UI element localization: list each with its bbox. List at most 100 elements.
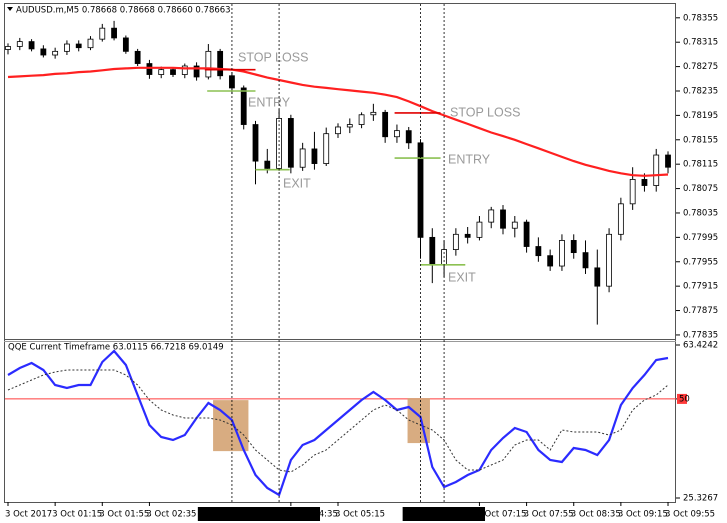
candle-body [535,246,542,257]
candle-body [523,221,530,247]
candle-body [464,233,471,238]
cursor-label-box [238,507,321,521]
y-tick-label: 0.77915 [683,282,718,292]
candle-body [299,148,306,168]
candle-body [594,267,601,287]
candle-body [476,221,483,238]
candle-body [511,221,518,229]
candle-body [5,46,11,50]
candle-body [16,41,23,47]
x-tick-label: 3 Oct 09:15 [618,510,668,520]
annotation: EXIT [283,176,311,190]
y-tick-label: 63.4242 [683,341,718,351]
y-tick-label: 0.78155 [683,135,718,145]
candle-body [323,133,330,164]
candle-body [629,179,636,205]
annotation: STOP LOSS [238,50,308,64]
candle-body [240,87,247,125]
x-tick-label: 3 Oct 07:15 [476,510,526,520]
y-tick-label: 0.78115 [683,160,718,170]
candle-body [75,43,82,49]
candle-body [335,126,341,135]
annotation: EXIT [448,270,476,284]
y-tick-label: 0.78315 [683,38,718,48]
cursor-label-text: 2017.10.03 06:45 [406,510,482,520]
candle-body [158,69,165,75]
signal-line [7,369,669,473]
candle-body [582,252,589,269]
candle-body [264,160,271,169]
candle-body [64,43,70,52]
candle-body [181,65,188,75]
y-tick-label: 25.3267 [683,494,718,504]
plot-frame [4,3,676,503]
candle-body [87,38,94,49]
x-tick-label: 3 Oct 01:15 [52,510,102,520]
candle-body [370,111,377,116]
x-tick-label: 3 Oct 08:35 [571,510,621,520]
y-tick-label: 0.77995 [683,233,718,243]
candle-body [394,130,400,138]
cursor-label: 2017.10.03 06:45 [403,507,486,521]
candle-body [52,50,59,56]
y-tick-label: 0.77955 [683,257,718,267]
candle-body [99,27,106,40]
annotation: ENTRY [248,95,291,109]
cursor-label-text: 2017.10.03 03 [201,510,263,520]
candle-body [500,209,506,229]
candle-body [28,41,35,50]
cursor-label-box [403,507,486,521]
x-tick-label: 3 Oct 02:35 [146,510,196,520]
y-tick-label: 0.78235 [683,86,718,96]
candle-body [146,63,153,75]
candle-body [287,118,294,168]
y-tick-label: 0.78275 [683,62,718,72]
candle-body [311,148,318,164]
candle-body [111,27,117,39]
y-tick-label: 0.78075 [683,184,718,194]
x-tick-label: 3 Oct 01:55 [99,510,149,520]
x-tick-label: 3 Oct 09:55 [665,510,715,520]
y-tick-label: 0.77835 [683,330,718,340]
candle-body [382,111,389,138]
qqe-line [7,349,669,497]
candle-body [134,50,141,64]
y-tick-label: 0.77875 [683,306,718,316]
candle-body [547,255,554,267]
y-tick-label: 0.78195 [683,111,718,121]
x-tick-label: 3 Oct 2017 [5,510,52,520]
candle-body [641,179,648,186]
candle-body [193,65,200,78]
candle-body [488,209,495,223]
cursor-label-text: 2017.10.03 04:25 [241,510,317,520]
y-tick-label: 50 [679,394,690,404]
menu-arrow[interactable] [7,7,13,11]
annotation: ENTRY [448,152,491,166]
candle-body [452,233,459,250]
candle-body [665,154,671,168]
moving-average [7,66,669,177]
candle-body [653,154,660,186]
candle-body [252,124,259,162]
candle-body [217,50,224,77]
cursor-label: 2017.10.03 04:25 [238,507,321,521]
indicator-title: QQE Current Timeframe 63.0115 66.7218 69… [8,343,224,353]
candle-body [405,130,412,144]
candle-body [170,69,176,75]
annotation: STOP LOSS [450,105,520,119]
candle-body [617,203,624,235]
candle-body [559,240,565,267]
y-tick-label: 0.78355 [683,13,718,23]
x-tick-label: 3 Oct 07:55 [524,510,574,520]
highlight-zone [407,398,430,444]
candle-body [570,240,577,254]
candle-body [122,37,129,52]
candle-body [358,114,365,125]
x-tick-label: 3 Oct 05:15 [335,510,385,520]
candle-body [40,48,47,56]
candle-body [606,233,612,287]
candle-body [429,236,436,266]
